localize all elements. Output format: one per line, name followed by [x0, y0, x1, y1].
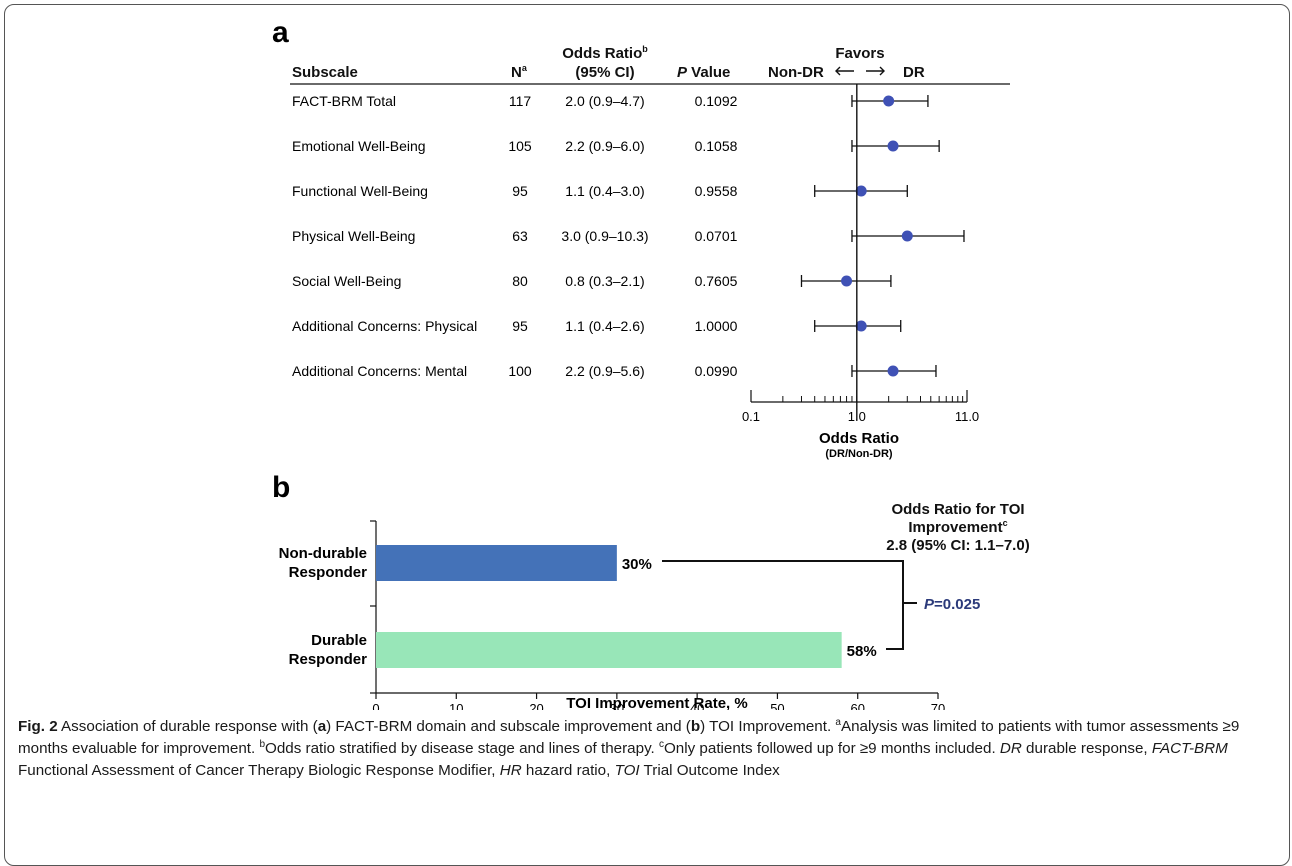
- bar-annotation-line1: Odds Ratio for TOI: [891, 501, 1024, 518]
- forest-tick-label: 0.1: [742, 409, 760, 424]
- bar-plot: 30% Non-durable Responder 58% Durable Respond…: [279, 520, 945, 710]
- bar-category-label: Durable: [311, 632, 367, 649]
- row-label: FACT-BRM Total: [292, 93, 396, 109]
- col-header-or-line1: Odds Ratiob: [562, 44, 648, 62]
- comparison-bracket: [662, 560, 917, 650]
- forest-xlabel-sub: (DR/Non-DR): [825, 448, 893, 460]
- row-or-ci: 1.1 (0.4–3.0): [565, 183, 644, 199]
- row-or-ci: 2.0 (0.9–4.7): [565, 93, 644, 109]
- odds-ratio-point: [855, 320, 867, 332]
- figure-canvas: a Subscale Na Odds Ratiob (95% CI) P Val…: [272, 16, 1030, 710]
- row-n: 105: [508, 138, 532, 154]
- forest-tick-label: 11.0: [955, 409, 979, 424]
- odds-ratio-point: [901, 230, 913, 242]
- bar-p-value: P=0.025: [924, 596, 980, 613]
- bar-annotation-line2: Improvementc: [908, 518, 1007, 536]
- row-n: 95: [512, 183, 528, 199]
- odds-ratio-point: [841, 275, 853, 287]
- figure-caption: Fig. 2 Association of durable response w…: [18, 716, 1240, 779]
- row-n: 63: [512, 228, 528, 244]
- bar-x-tick-label: 0: [372, 701, 379, 710]
- bar-category-label: Non-durable: [279, 545, 367, 562]
- bar-category-label: Responder: [289, 564, 368, 581]
- bar-value-label: 58%: [847, 643, 877, 660]
- row-or-ci: 2.2 (0.9–5.6): [565, 363, 644, 379]
- favors-label: Favors: [835, 45, 884, 62]
- row-label: Physical Well-Being: [292, 228, 415, 244]
- bar-x-tick-label: 50: [770, 701, 784, 710]
- col-header-p: P Value: [677, 64, 730, 81]
- col-header-or-line2: (95% CI): [575, 64, 634, 81]
- bar-x-tick-label: 30: [610, 701, 624, 710]
- bar-x-tick-label: 40: [690, 701, 704, 710]
- bar-x-tick-label: 70: [931, 701, 945, 710]
- odds-ratio-point: [883, 95, 895, 107]
- odds-ratio-point: [855, 185, 867, 197]
- bar-category-label: Responder: [289, 651, 368, 668]
- row-label: Social Well-Being: [292, 273, 401, 289]
- row-label: Additional Concerns: Mental: [292, 363, 467, 379]
- favors-arrows: [835, 66, 885, 76]
- row-p-value: 0.1058: [695, 138, 738, 154]
- row-or-ci: 2.2 (0.9–6.0): [565, 138, 644, 154]
- row-label: Functional Well-Being: [292, 183, 428, 199]
- row-p-value: 0.9558: [695, 183, 738, 199]
- bar-x-tick-label: 60: [850, 701, 864, 710]
- bar-value-label: 30%: [622, 556, 652, 573]
- bar-x-tick-label: 20: [529, 701, 543, 710]
- bar-xlabel: TOI Improvement Rate, %: [566, 695, 747, 710]
- panel-b-label: b: [272, 471, 290, 504]
- row-p-value: 0.1092: [695, 93, 738, 109]
- favors-left: Non-DR: [768, 64, 824, 81]
- odds-ratio-point: [887, 365, 899, 377]
- col-header-n: Na: [511, 63, 528, 81]
- row-p-value: 0.0990: [695, 363, 738, 379]
- row-n: 95: [512, 318, 528, 334]
- row-p-value: 0.7605: [695, 273, 738, 289]
- row-or-ci: 1.1 (0.4–2.6): [565, 318, 644, 334]
- bar-annotation-line3: 2.8 (95% CI: 1.1–7.0): [886, 537, 1029, 554]
- odds-ratio-point: [887, 140, 899, 152]
- row-label: Emotional Well-Being: [292, 138, 426, 154]
- row-n: 117: [509, 93, 532, 109]
- favors-right: DR: [903, 64, 925, 81]
- forest-rows: FACT-BRM Total 117 2.0 (0.9–4.7) 0.1092 Emot…: [292, 93, 738, 379]
- bar: [376, 545, 617, 581]
- row-label: Additional Concerns: Physical: [292, 318, 477, 334]
- row-n: 80: [512, 273, 528, 289]
- bar: [376, 632, 842, 668]
- bar-x-tick-label: 10: [449, 701, 463, 710]
- row-p-value: 1.0000: [695, 318, 738, 334]
- row-n: 100: [508, 363, 532, 379]
- forest-plot: 0.1 1.0 11.0: [742, 84, 979, 424]
- forest-xlabel: Odds Ratio: [819, 430, 899, 447]
- forest-tick-label: 1.0: [848, 409, 866, 424]
- row-or-ci: 3.0 (0.9–10.3): [561, 228, 648, 244]
- col-header-subscale: Subscale: [292, 64, 358, 81]
- panel-a-label: a: [272, 16, 289, 49]
- row-p-value: 0.0701: [695, 228, 738, 244]
- row-or-ci: 0.8 (0.3–2.1): [565, 273, 644, 289]
